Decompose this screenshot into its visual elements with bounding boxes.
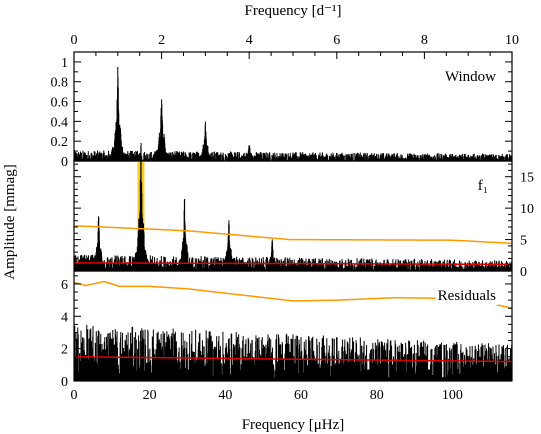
window-y-tick-label: 0.6 xyxy=(51,96,69,111)
top-x-tick-label: 4 xyxy=(246,33,253,48)
residuals-y-tick-label: 2 xyxy=(61,343,68,358)
top-x-tick-label: 6 xyxy=(333,33,340,48)
top-x-tick-label: 10 xyxy=(505,33,519,48)
top-x-tick-label: 0 xyxy=(71,33,78,48)
f1-label: f₁ xyxy=(478,178,488,194)
f1-label-background xyxy=(475,177,490,195)
residuals-label-background xyxy=(435,287,499,305)
bottom-x-tick-label: 100 xyxy=(442,388,463,403)
window-label-background xyxy=(442,68,499,86)
bottom-x-tick-label: 60 xyxy=(294,388,308,403)
y-axis-title: Amplitude [mmag] xyxy=(2,164,18,279)
f1-right-y-tick-label: 0 xyxy=(520,265,527,280)
residuals-panel-frame xyxy=(73,270,513,382)
top-axis-title: Frequency [d⁻¹] xyxy=(245,3,342,19)
window-label: Window xyxy=(445,69,496,85)
residuals-lower-threshold-line xyxy=(73,355,513,363)
f1-right-y-tick-label: 10 xyxy=(520,202,534,217)
window-y-tick-label: 0 xyxy=(61,155,68,170)
top-x-tick-label: 2 xyxy=(158,33,165,48)
bottom-x-tick-label: 0 xyxy=(71,388,78,403)
window-y-tick-label: 0.8 xyxy=(51,76,69,91)
bottom-axis-title: Frequency [μHz] xyxy=(242,417,345,433)
top-x-tick-label: 8 xyxy=(421,33,428,48)
spectrum-series xyxy=(73,324,513,381)
window-y-tick-label: 1 xyxy=(61,56,68,71)
residuals-y-tick-label: 0 xyxy=(61,375,68,390)
f1-right-y-tick-label: 15 xyxy=(520,171,534,186)
bottom-x-tick-label: 80 xyxy=(370,388,384,403)
window-y-tick-label: 0.2 xyxy=(51,135,69,150)
bottom-x-tick-label: 20 xyxy=(143,388,157,403)
residuals-label: Residuals xyxy=(438,288,496,304)
residuals-y-tick-label: 6 xyxy=(61,278,68,293)
f1-right-y-tick-label: 5 xyxy=(520,234,527,249)
f1-lower-threshold-line xyxy=(73,262,513,266)
window-y-tick-label: 0.4 xyxy=(51,115,69,130)
bottom-x-tick-label: 40 xyxy=(218,388,232,403)
residuals-y-tick-label: 4 xyxy=(61,310,68,325)
f1-upper-threshold-line xyxy=(73,224,513,245)
f1-panel: 0 5 10 15 f₁ xyxy=(73,143,534,280)
